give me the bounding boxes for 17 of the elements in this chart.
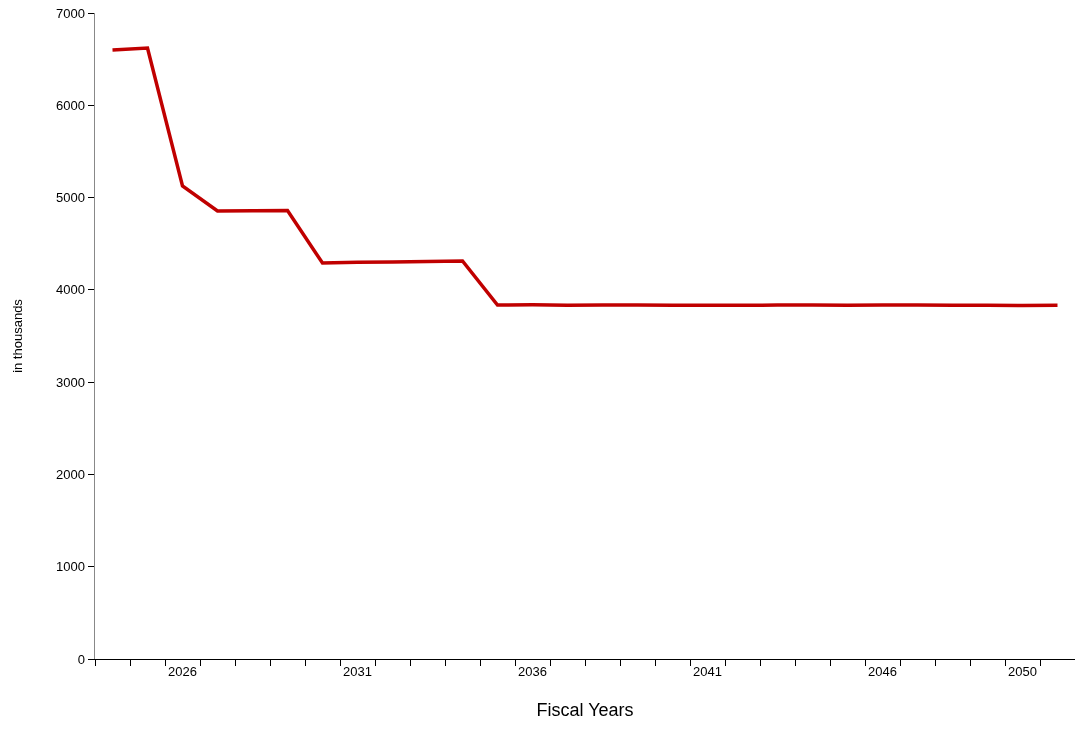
line-series [110,46,1060,308]
y-tick-label: 6000 [55,97,85,113]
x-tick-label: 2046 [868,663,897,679]
y-tick-label: 3000 [55,374,85,390]
x-tick-label: 2026 [168,663,197,679]
x-tick-label: 2036 [518,663,547,679]
x-tick-label: 2041 [693,663,722,679]
x-axis-title: Fiscal Years [536,699,634,720]
y-tick-label: 0 [77,651,85,667]
y-tick-label: 7000 [55,5,85,21]
x-tick-label: 2031 [343,663,372,679]
y-axis-title: in thousands [10,298,26,373]
x-tick-label: 2050 [1008,663,1037,679]
y-tick-label: 4000 [55,282,85,298]
y-tick-label: 2000 [55,466,85,482]
y-tick-label: 5000 [55,190,85,206]
y-tick-label: 1000 [55,559,85,575]
